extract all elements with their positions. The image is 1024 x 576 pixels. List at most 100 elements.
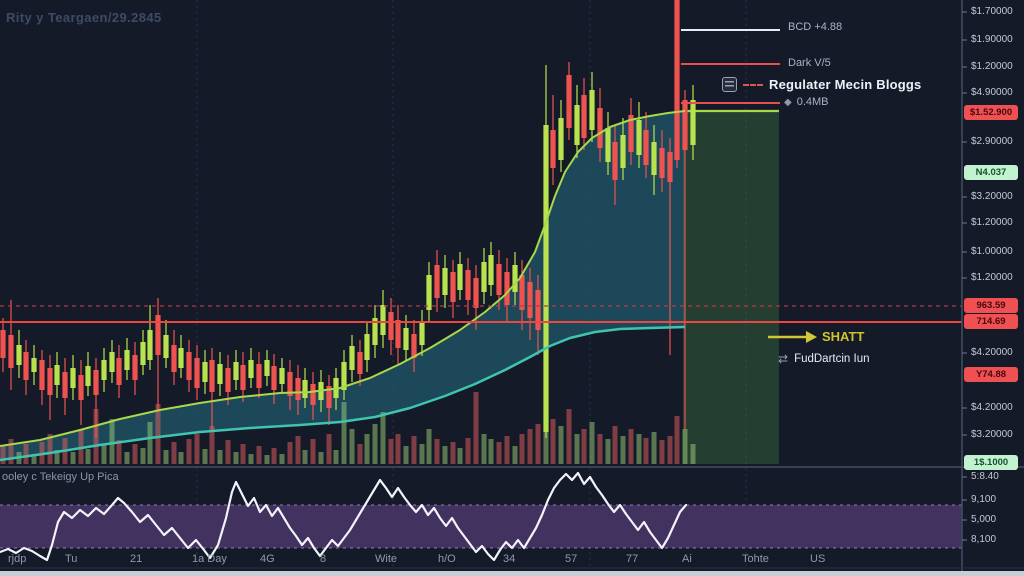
volume-bar [535, 424, 541, 464]
volume-bar [140, 448, 146, 464]
volume-bar [628, 429, 634, 464]
note-row[interactable]: ⇄ FudDartcin Iun [778, 352, 870, 366]
level-line-label-1[interactable]: BCD +4.88 [788, 21, 843, 33]
candle-body [434, 265, 440, 298]
candle-body [240, 365, 246, 390]
price-axis-label: $2.90000 [971, 136, 1013, 147]
volume-bar [372, 424, 378, 464]
volume-bar [163, 450, 169, 464]
time-axis[interactable]: rjdp Tu 21 1a Day 4G 8 Wite h/O 34 57 77 Ai Tohte US [0, 548, 962, 570]
price-axis-label: $3.20000 [971, 191, 1013, 202]
candle-body [519, 275, 525, 310]
candle-body [690, 100, 696, 145]
volume-bar [116, 440, 122, 464]
volume-bar [519, 434, 525, 464]
volume-bar [70, 452, 76, 464]
candle-body [186, 352, 192, 380]
candle-body [651, 142, 657, 175]
candle-body [194, 358, 200, 388]
volume-bar [23, 444, 29, 464]
time-axis-label: 21 [130, 553, 143, 565]
bottom-scroll-strip[interactable] [0, 571, 1024, 576]
note-label: FudDartcin Iun [794, 353, 870, 365]
callout-row[interactable]: Regulater Mecin Bloggs [722, 77, 921, 92]
volume-bar [326, 434, 332, 464]
candle-body [659, 148, 665, 178]
candle-body [31, 358, 37, 372]
candle-body [473, 278, 479, 308]
candle-body [450, 272, 456, 302]
transfer-icon: ⇄ [778, 352, 789, 366]
candle-body [271, 366, 277, 390]
volume-bar [364, 434, 370, 464]
volume-bar [302, 450, 308, 464]
candle-body [39, 360, 45, 390]
candle-body [581, 95, 587, 138]
volume-bar [124, 452, 130, 464]
time-axis-label: 34 [503, 553, 516, 565]
volume-bar [295, 436, 301, 464]
volume-bar [411, 436, 417, 464]
volume-bar [504, 436, 510, 464]
candle-body [357, 352, 363, 374]
candle-body [380, 305, 386, 335]
volume-bar [473, 392, 479, 464]
volume-bar [194, 434, 200, 464]
price-badge-green: 1$.1000 [964, 455, 1018, 470]
candle-body [16, 345, 22, 365]
volume-bar [589, 422, 595, 464]
candle-body [233, 362, 239, 380]
candle-body [349, 346, 355, 370]
volume-bar [550, 419, 556, 464]
projection-box[interactable] [683, 111, 779, 464]
volume-bar [395, 434, 401, 464]
candle-body [465, 270, 471, 300]
arrow-annotation-label[interactable]: SHATT [822, 329, 865, 344]
time-axis-label: Tu [65, 553, 78, 565]
price-axis-label: $3.20000 [971, 429, 1013, 440]
price-axis[interactable]: $1.70000 $1.90000 $1.20000 $4.90000 $2.90000… [962, 0, 1024, 576]
price-axis-label: 8,100 [971, 534, 997, 545]
candle-body [395, 320, 401, 348]
volume-bar [349, 429, 355, 464]
size-label-row[interactable]: ◆ 0.4MB [784, 96, 829, 108]
candle-body [62, 372, 68, 398]
candle-body [209, 360, 215, 392]
candle-body [496, 264, 502, 295]
indicator-title[interactable]: ooley c Tekeigy Up Pica [2, 471, 119, 483]
price-axis-label: 5:8.40 [971, 471, 999, 482]
volume-bar [31, 454, 37, 464]
volume-bar [109, 419, 115, 464]
time-axis-label: 1a Day [192, 553, 227, 565]
candle-body [674, 0, 680, 160]
volume-bar [442, 446, 448, 464]
candle-body [636, 120, 642, 155]
volume-bar [426, 429, 432, 464]
candle-body [93, 370, 99, 395]
time-axis-label: US [810, 553, 826, 565]
volume-bar [450, 442, 456, 464]
time-axis-label: h/O [438, 553, 456, 565]
candle-body [628, 115, 634, 152]
volume-bar [357, 444, 363, 464]
candle-body [140, 342, 146, 365]
volume-bar [620, 436, 626, 464]
candle-body [70, 368, 76, 388]
candle-body [512, 265, 518, 292]
arrow-head-icon[interactable] [806, 331, 817, 343]
candle-body [543, 125, 549, 432]
volume-bar [488, 439, 494, 464]
candle-body [23, 352, 29, 380]
candle-body [310, 384, 316, 405]
candle-body [217, 364, 223, 384]
volume-bar [527, 429, 533, 464]
candle-body [566, 75, 572, 128]
level-line-label-2[interactable]: Dark V/5 [788, 57, 831, 69]
price-badge-red: 963.59 [964, 298, 1018, 313]
volume-bar [388, 439, 394, 464]
price-badge-green: N4.037 [964, 165, 1018, 180]
volume-bar [279, 454, 285, 464]
price-axis-label: $4.90000 [971, 87, 1013, 98]
